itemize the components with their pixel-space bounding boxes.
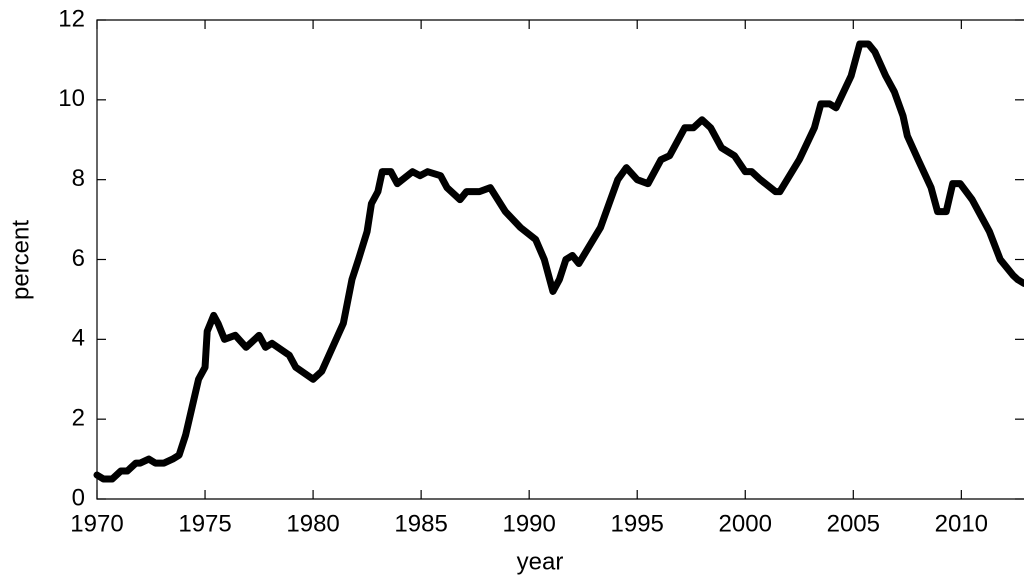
x-tick-label: 1985 bbox=[394, 510, 447, 537]
x-tick-label: 2010 bbox=[935, 510, 988, 537]
x-tick-label: 1980 bbox=[286, 510, 339, 537]
y-axis-label: percent bbox=[7, 220, 34, 300]
data-line bbox=[93, 40, 1024, 483]
y-tick-label: 4 bbox=[72, 325, 85, 352]
y-tick-label: 8 bbox=[72, 165, 85, 192]
x-tick-label: 2005 bbox=[827, 510, 880, 537]
x-tick-label: 2000 bbox=[719, 510, 772, 537]
x-tick-label: 1970 bbox=[70, 510, 123, 537]
plot-frame bbox=[96, 19, 1024, 500]
y-tick-label: 6 bbox=[72, 245, 85, 272]
x-tick-label: 1975 bbox=[178, 510, 231, 537]
x-tick-label: 1990 bbox=[502, 510, 555, 537]
x-tick-label: 1995 bbox=[611, 510, 664, 537]
y-tick-label: 0 bbox=[72, 484, 85, 511]
y-tick-label: 10 bbox=[58, 85, 85, 112]
x-axis-label: year bbox=[517, 548, 564, 575]
y-tick-label: 2 bbox=[72, 405, 85, 432]
y-tick-label: 12 bbox=[58, 5, 85, 32]
